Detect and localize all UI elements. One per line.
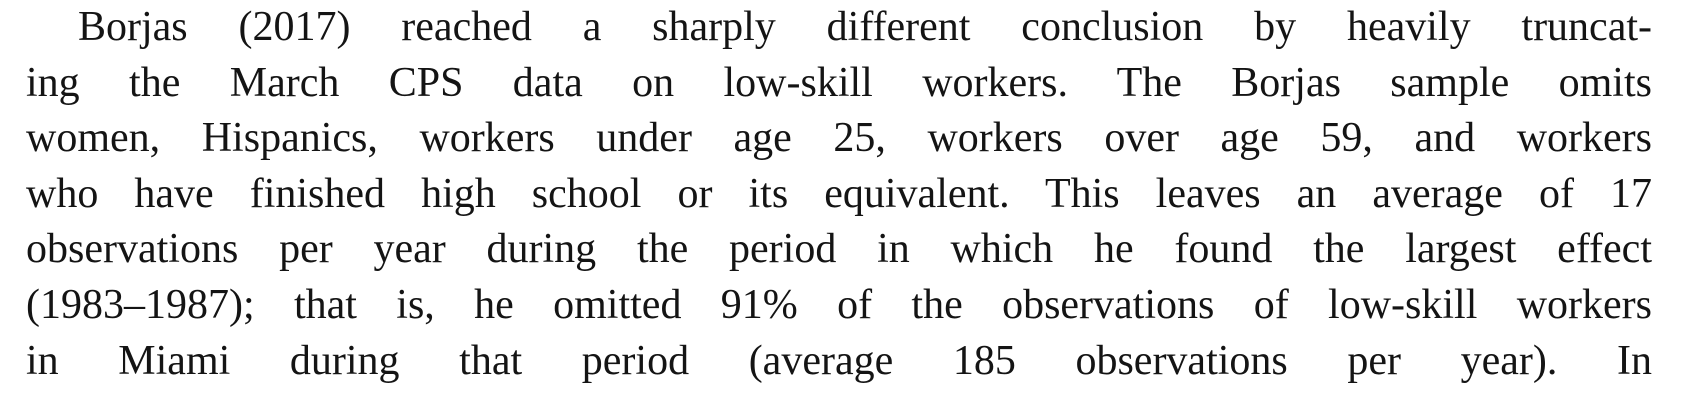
paragraph-line-1: Borjas (2017) reached a sharply differen… [78, 4, 1652, 50]
paragraph-line-5: observations per year during the period … [26, 226, 1652, 273]
paragraph-line-3: women, Hispanics, workers under age 25, … [26, 115, 1652, 162]
paragraph-line-4: who have finished high school or its equ… [26, 170, 1652, 217]
paragraph-line-2: ing the March CPS data on low-skill work… [26, 59, 1652, 106]
paragraph-line-7: in Miami during that period (average 185… [26, 337, 1652, 384]
text-page: Borjas (2017) reached a sharply differen… [26, 0, 1652, 389]
body-paragraph: Borjas (2017) reached a sharply differen… [26, 0, 1652, 389]
paragraph-line-6: (1983–1987); that is, he omitted 91% of … [26, 281, 1652, 328]
